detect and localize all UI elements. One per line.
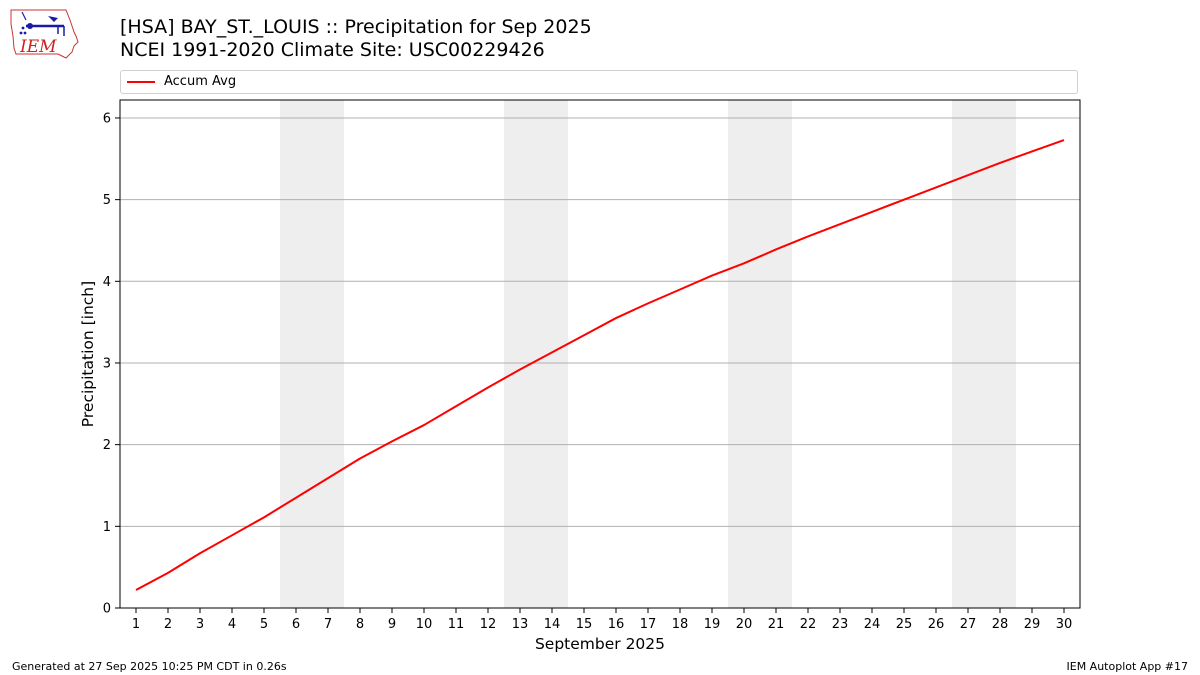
weekend-shade-4 — [952, 100, 1016, 608]
y-tick-label: 4 — [103, 275, 111, 290]
y-tick-label: 6 — [103, 111, 111, 126]
y-tick-label: 5 — [103, 193, 111, 208]
x-tick-label: 29 — [1024, 617, 1041, 632]
x-tick-label: 20 — [736, 617, 753, 632]
legend-swatch — [127, 81, 155, 83]
weekend-shade-2 — [504, 100, 568, 608]
x-tick-label: 10 — [416, 617, 433, 632]
y-tick-label: 2 — [103, 438, 111, 453]
x-tick-label: 2 — [164, 617, 172, 632]
x-tick-label: 19 — [704, 617, 721, 632]
x-tick-label: 24 — [864, 617, 881, 632]
x-tick-label: 21 — [768, 617, 785, 632]
chart-subtitle: NCEI 1991-2020 Climate Site: USC00229426 — [120, 39, 545, 61]
x-tick-label: 13 — [512, 617, 529, 632]
chart-title: [HSA] BAY_ST._LOUIS :: Precipitation for… — [120, 16, 592, 38]
x-tick-label: 28 — [992, 617, 1009, 632]
x-tick-label: 17 — [640, 617, 657, 632]
x-tick-label: 23 — [832, 617, 849, 632]
x-tick-label: 6 — [292, 617, 300, 632]
x-tick-label: 22 — [800, 617, 817, 632]
x-tick-label: 16 — [608, 617, 625, 632]
x-tick-label: 4 — [228, 617, 236, 632]
x-tick-label: 18 — [672, 617, 689, 632]
x-tick-label: 30 — [1056, 617, 1073, 632]
y-tick-label: 3 — [103, 356, 111, 371]
x-tick-label: 11 — [448, 617, 465, 632]
generated-timestamp: Generated at 27 Sep 2025 10:25 PM CDT in… — [12, 660, 287, 673]
x-tick-label: 1 — [132, 617, 140, 632]
x-tick-label: 9 — [388, 617, 396, 632]
y-axis-label: Precipitation [inch] — [79, 281, 97, 427]
x-tick-label: 12 — [480, 617, 497, 632]
legend-label: Accum Avg — [164, 74, 237, 89]
x-tick-label: 27 — [960, 617, 977, 632]
legend: Accum Avg — [120, 70, 1078, 94]
x-tick-label: 26 — [928, 617, 945, 632]
x-tick-label: 25 — [896, 617, 913, 632]
x-tick-label: 3 — [196, 617, 204, 632]
x-tick-label: 7 — [324, 617, 332, 632]
y-tick-label: 0 — [103, 602, 111, 617]
x-tick-label: 14 — [544, 617, 561, 632]
weekend-shade-1 — [280, 100, 344, 608]
weekend-shade-3 — [728, 100, 792, 608]
x-tick-label: 8 — [356, 617, 364, 632]
iem-logo-icon: IEM — [10, 9, 79, 59]
iem-logo-text: IEM — [19, 37, 57, 57]
x-tick-label: 5 — [260, 617, 268, 632]
y-tick-label: 1 — [103, 520, 111, 535]
plot-frame — [119, 99, 1081, 609]
app-credit: IEM Autoplot App #17 — [1066, 660, 1189, 673]
series-line-accum-avg — [135, 139, 1065, 591]
x-tick-label: 15 — [576, 617, 593, 632]
x-axis-label: September 2025 — [535, 635, 665, 653]
